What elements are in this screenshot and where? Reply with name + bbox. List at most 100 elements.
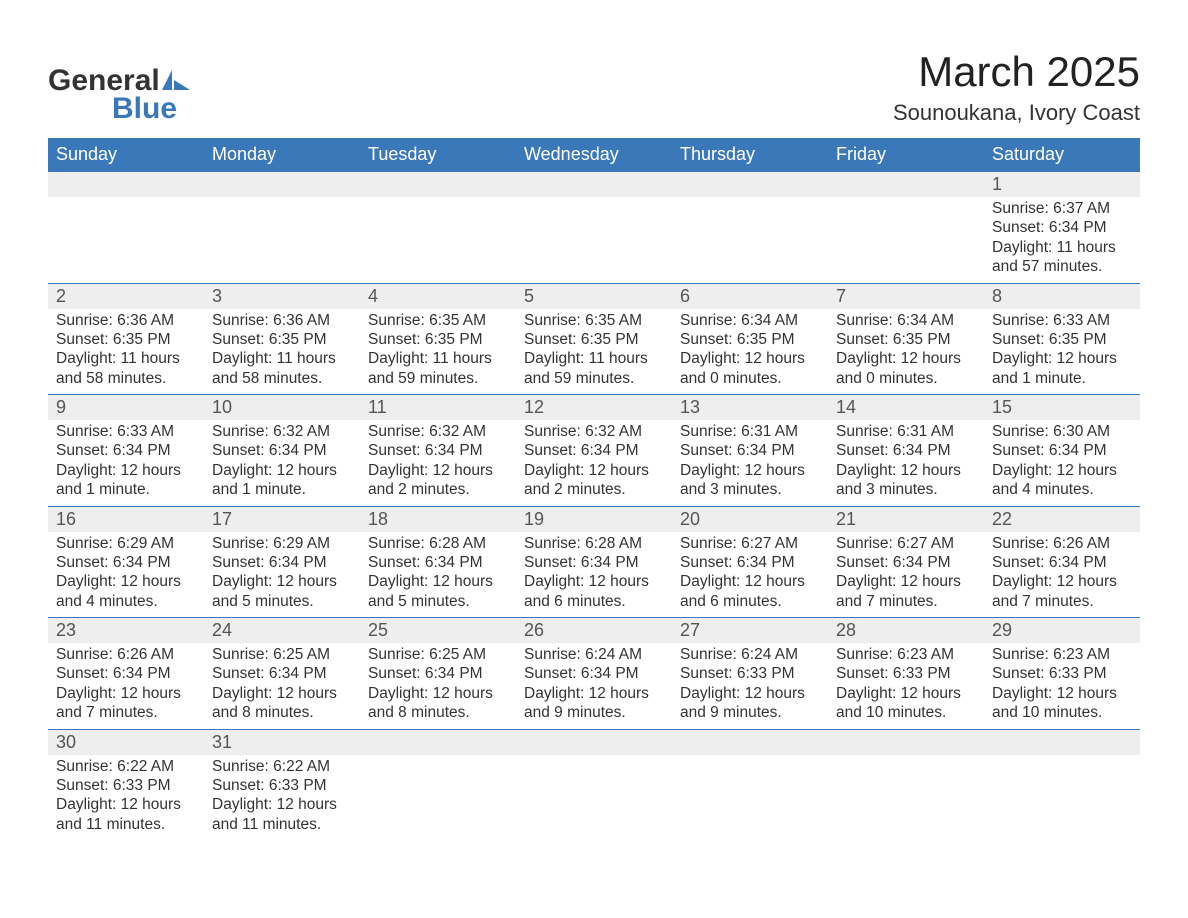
day-cell-data: Sunrise: 6:22 AMSunset: 6:33 PMDaylight:…	[48, 755, 204, 841]
day-details: Sunrise: 6:31 AMSunset: 6:34 PMDaylight:…	[672, 420, 828, 506]
day-details: Sunrise: 6:29 AMSunset: 6:34 PMDaylight:…	[48, 532, 204, 618]
page-header: General Blue March 2025 Sounoukana, Ivor…	[48, 48, 1140, 126]
day-cell-number: 10	[204, 395, 360, 421]
day-cell-number: 7	[828, 283, 984, 309]
day-cell-number: 21	[828, 506, 984, 532]
day-cell-data	[48, 197, 204, 283]
day-number: 1	[984, 172, 1140, 197]
day-number: 20	[672, 507, 828, 532]
day-details: Sunrise: 6:34 AMSunset: 6:35 PMDaylight:…	[672, 309, 828, 395]
day-details: Sunrise: 6:33 AMSunset: 6:35 PMDaylight:…	[984, 309, 1140, 395]
day-cell-data: Sunrise: 6:32 AMSunset: 6:34 PMDaylight:…	[516, 420, 672, 506]
day-cell-number: 31	[204, 729, 360, 755]
day-cell-number: 16	[48, 506, 204, 532]
day-cell-data: Sunrise: 6:32 AMSunset: 6:34 PMDaylight:…	[204, 420, 360, 506]
day-cell-number	[516, 729, 672, 755]
weekday-header: Tuesday	[360, 138, 516, 172]
day-cell-data: Sunrise: 6:35 AMSunset: 6:35 PMDaylight:…	[360, 309, 516, 395]
brand-text: General Blue	[48, 66, 190, 124]
day-number: 15	[984, 395, 1140, 420]
day-cell-number: 5	[516, 283, 672, 309]
day-cell-number	[48, 172, 204, 198]
day-number: 7	[828, 284, 984, 309]
weekday-header: Sunday	[48, 138, 204, 172]
day-number: 23	[48, 618, 204, 643]
day-details: Sunrise: 6:36 AMSunset: 6:35 PMDaylight:…	[204, 309, 360, 395]
daynum-row: 9101112131415	[48, 395, 1140, 421]
day-details: Sunrise: 6:27 AMSunset: 6:34 PMDaylight:…	[828, 532, 984, 618]
daynum-row: 23242526272829	[48, 618, 1140, 644]
daydata-row: Sunrise: 6:37 AMSunset: 6:34 PMDaylight:…	[48, 197, 1140, 283]
day-number: 3	[204, 284, 360, 309]
day-cell-data: Sunrise: 6:26 AMSunset: 6:34 PMDaylight:…	[48, 643, 204, 729]
day-number: 17	[204, 507, 360, 532]
day-cell-data: Sunrise: 6:27 AMSunset: 6:34 PMDaylight:…	[828, 532, 984, 618]
day-cell-data: Sunrise: 6:34 AMSunset: 6:35 PMDaylight:…	[672, 309, 828, 395]
day-number: 11	[360, 395, 516, 420]
day-details: Sunrise: 6:30 AMSunset: 6:34 PMDaylight:…	[984, 420, 1140, 506]
day-cell-number: 13	[672, 395, 828, 421]
day-cell-data: Sunrise: 6:26 AMSunset: 6:34 PMDaylight:…	[984, 532, 1140, 618]
calendar-thead: SundayMondayTuesdayWednesdayThursdayFrid…	[48, 138, 1140, 172]
day-cell-number: 11	[360, 395, 516, 421]
day-cell-number	[828, 729, 984, 755]
daydata-row: Sunrise: 6:22 AMSunset: 6:33 PMDaylight:…	[48, 755, 1140, 841]
day-cell-data: Sunrise: 6:23 AMSunset: 6:33 PMDaylight:…	[828, 643, 984, 729]
day-details: Sunrise: 6:28 AMSunset: 6:34 PMDaylight:…	[516, 532, 672, 618]
day-cell-data	[360, 197, 516, 283]
day-cell-data: Sunrise: 6:29 AMSunset: 6:34 PMDaylight:…	[204, 532, 360, 618]
day-cell-data: Sunrise: 6:24 AMSunset: 6:33 PMDaylight:…	[672, 643, 828, 729]
day-cell-data: Sunrise: 6:28 AMSunset: 6:34 PMDaylight:…	[360, 532, 516, 618]
day-details: Sunrise: 6:24 AMSunset: 6:33 PMDaylight:…	[672, 643, 828, 729]
day-number: 31	[204, 730, 360, 755]
day-cell-number: 20	[672, 506, 828, 532]
day-number: 12	[516, 395, 672, 420]
day-cell-number: 6	[672, 283, 828, 309]
day-cell-data	[516, 755, 672, 841]
day-cell-number: 27	[672, 618, 828, 644]
day-cell-data	[516, 197, 672, 283]
day-cell-number	[828, 172, 984, 198]
day-cell-number: 17	[204, 506, 360, 532]
day-cell-data	[828, 755, 984, 841]
day-cell-number: 8	[984, 283, 1140, 309]
day-details: Sunrise: 6:27 AMSunset: 6:34 PMDaylight:…	[672, 532, 828, 618]
day-details: Sunrise: 6:35 AMSunset: 6:35 PMDaylight:…	[516, 309, 672, 395]
day-cell-data: Sunrise: 6:31 AMSunset: 6:34 PMDaylight:…	[828, 420, 984, 506]
day-cell-number: 3	[204, 283, 360, 309]
day-details: Sunrise: 6:35 AMSunset: 6:35 PMDaylight:…	[360, 309, 516, 395]
location-subtitle: Sounoukana, Ivory Coast	[893, 100, 1140, 126]
day-details: Sunrise: 6:32 AMSunset: 6:34 PMDaylight:…	[516, 420, 672, 506]
day-cell-data: Sunrise: 6:33 AMSunset: 6:35 PMDaylight:…	[984, 309, 1140, 395]
day-cell-data: Sunrise: 6:22 AMSunset: 6:33 PMDaylight:…	[204, 755, 360, 841]
day-number: 27	[672, 618, 828, 643]
day-details: Sunrise: 6:25 AMSunset: 6:34 PMDaylight:…	[204, 643, 360, 729]
day-cell-number: 12	[516, 395, 672, 421]
day-cell-number: 26	[516, 618, 672, 644]
title-block: March 2025 Sounoukana, Ivory Coast	[893, 48, 1140, 126]
day-details: Sunrise: 6:28 AMSunset: 6:34 PMDaylight:…	[360, 532, 516, 618]
day-number: 9	[48, 395, 204, 420]
day-details: Sunrise: 6:32 AMSunset: 6:34 PMDaylight:…	[204, 420, 360, 506]
day-cell-data: Sunrise: 6:37 AMSunset: 6:34 PMDaylight:…	[984, 197, 1140, 283]
day-cell-data	[672, 197, 828, 283]
daydata-row: Sunrise: 6:29 AMSunset: 6:34 PMDaylight:…	[48, 532, 1140, 618]
day-cell-data	[360, 755, 516, 841]
day-number: 25	[360, 618, 516, 643]
day-cell-data: Sunrise: 6:30 AMSunset: 6:34 PMDaylight:…	[984, 420, 1140, 506]
day-details: Sunrise: 6:34 AMSunset: 6:35 PMDaylight:…	[828, 309, 984, 395]
day-cell-data: Sunrise: 6:31 AMSunset: 6:34 PMDaylight:…	[672, 420, 828, 506]
day-cell-data	[204, 197, 360, 283]
day-cell-number	[984, 729, 1140, 755]
weekday-header: Wednesday	[516, 138, 672, 172]
day-cell-number: 15	[984, 395, 1140, 421]
day-number: 28	[828, 618, 984, 643]
day-cell-number: 28	[828, 618, 984, 644]
daydata-row: Sunrise: 6:36 AMSunset: 6:35 PMDaylight:…	[48, 309, 1140, 395]
weekday-header: Friday	[828, 138, 984, 172]
day-cell-number	[360, 172, 516, 198]
day-number: 4	[360, 284, 516, 309]
day-number: 13	[672, 395, 828, 420]
day-cell-data: Sunrise: 6:29 AMSunset: 6:34 PMDaylight:…	[48, 532, 204, 618]
day-cell-number	[516, 172, 672, 198]
